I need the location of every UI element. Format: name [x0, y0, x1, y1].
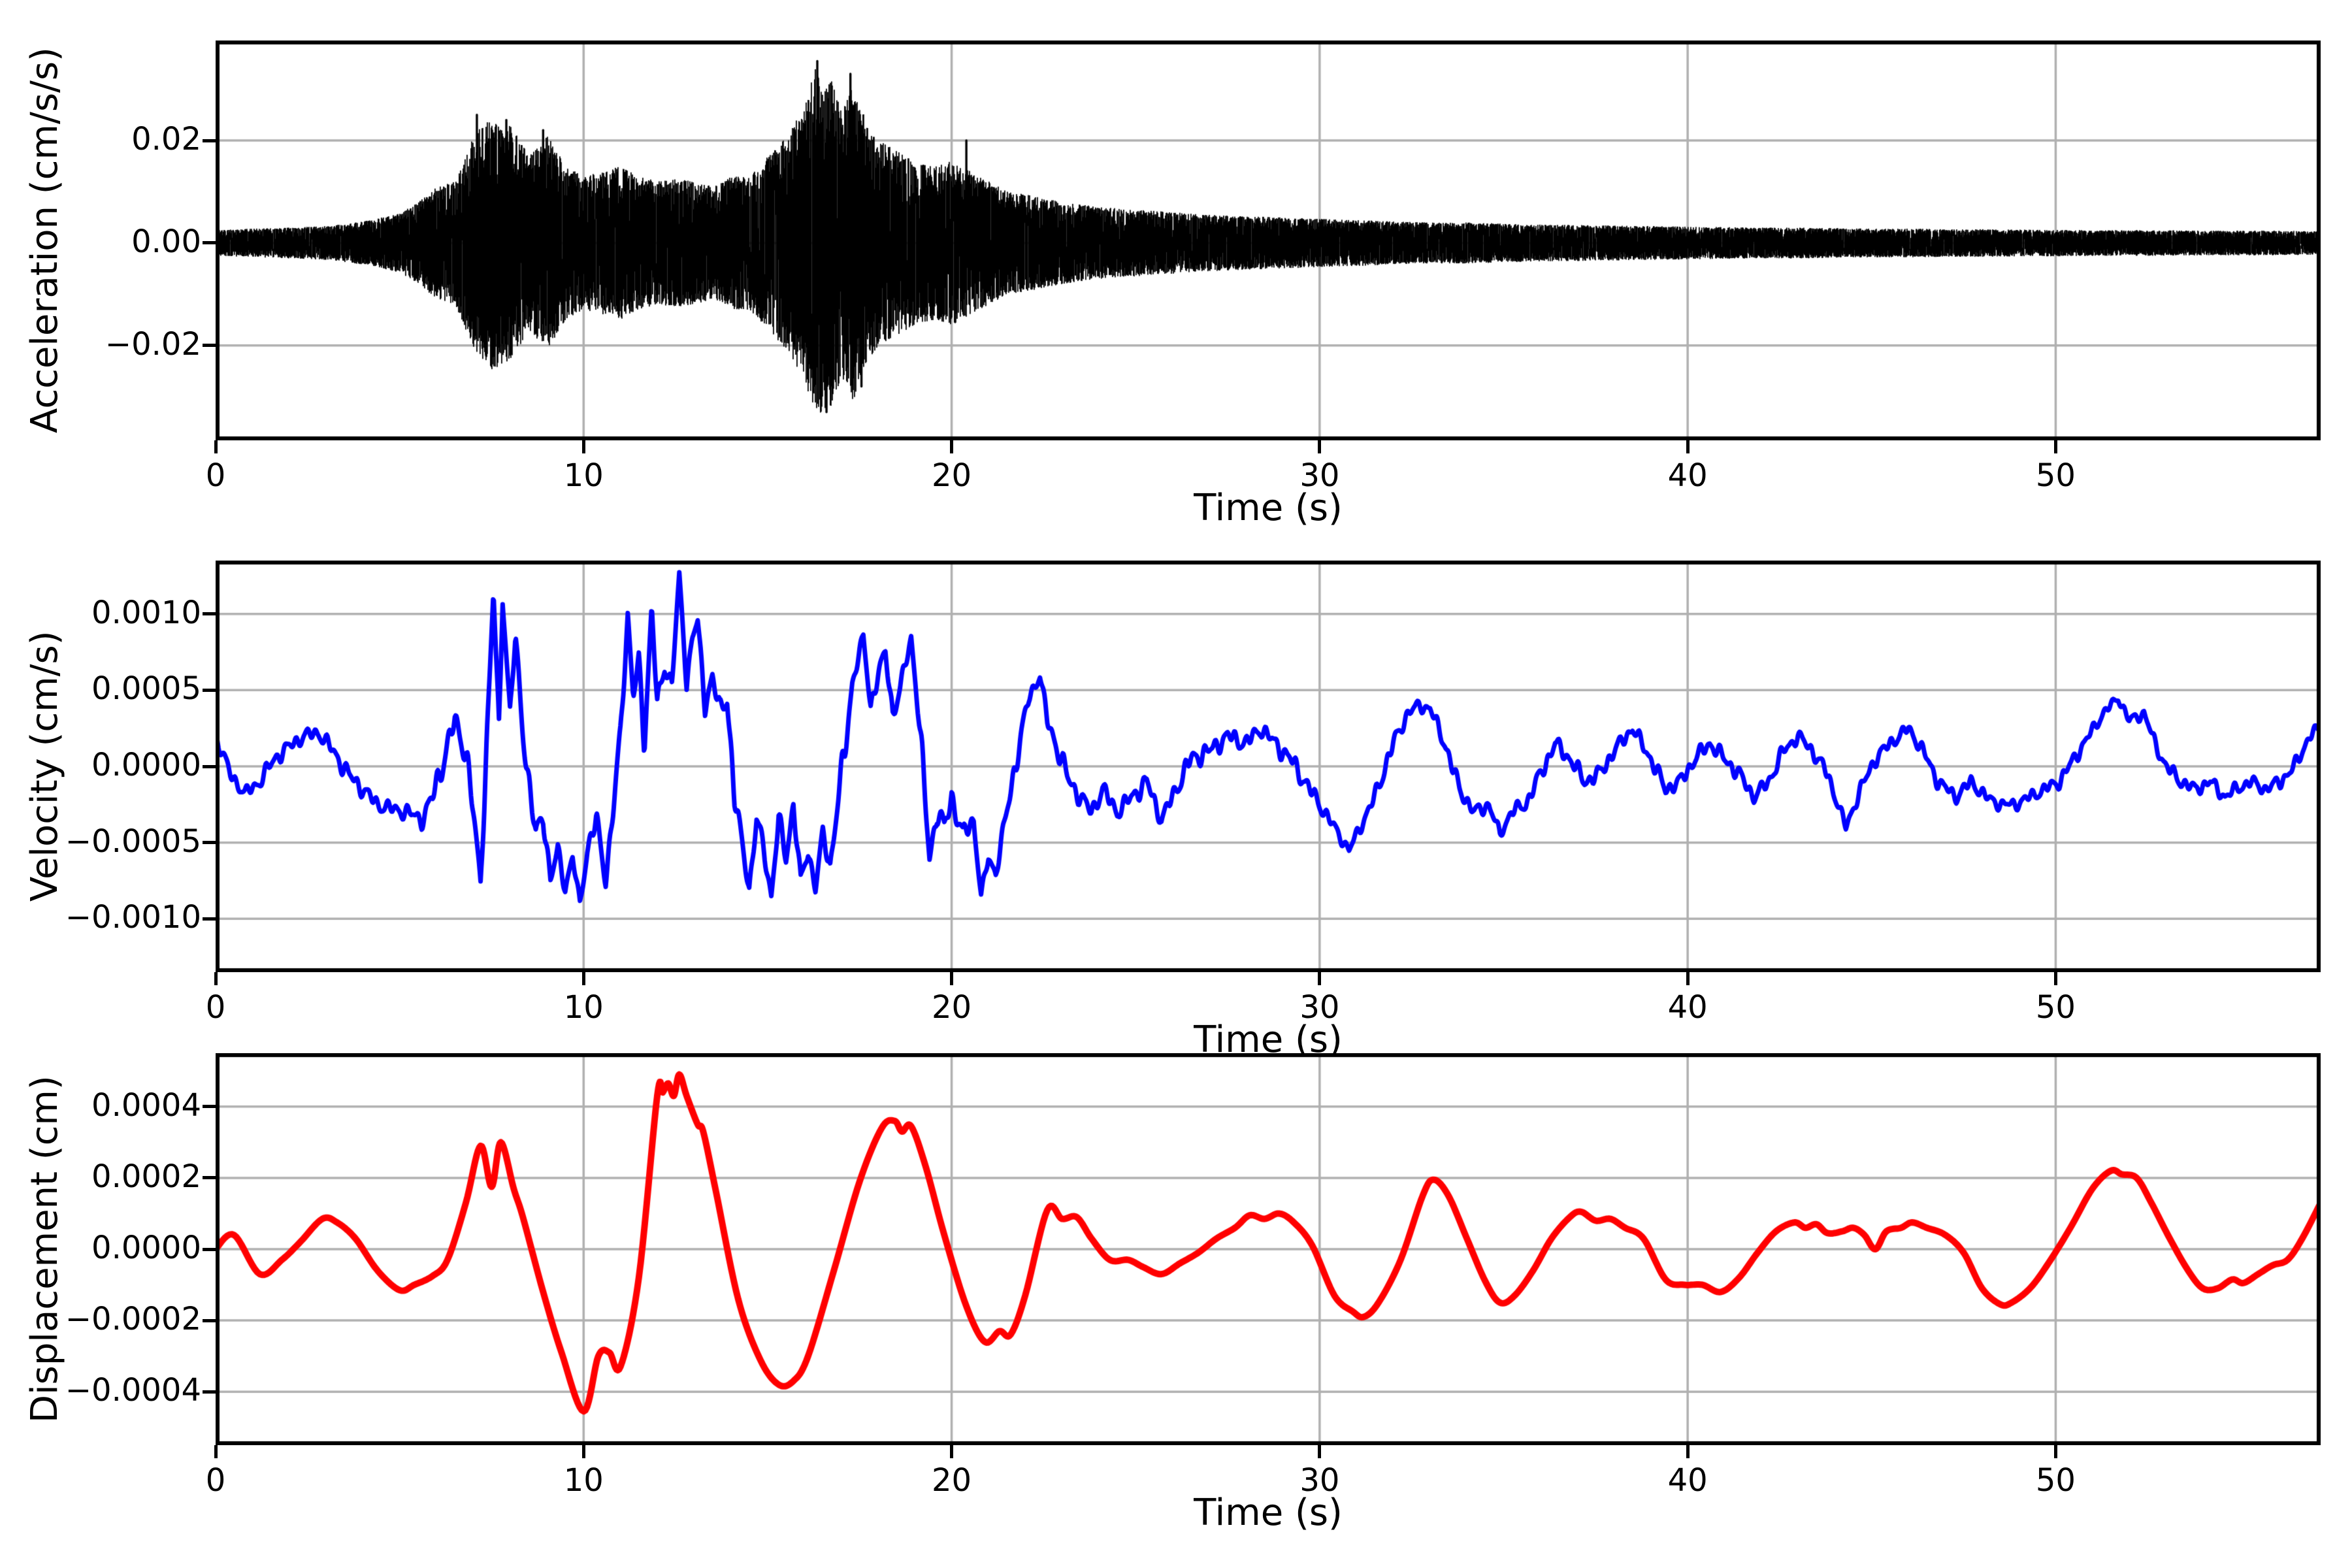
- x-tick-mark: [214, 440, 218, 453]
- x-tick-label: 20: [932, 989, 972, 1026]
- x-tick-mark: [1686, 440, 1690, 453]
- x-tick-label: 30: [1299, 1462, 1340, 1499]
- x-tick-mark: [1318, 440, 1322, 453]
- x-tick-mark: [2053, 440, 2057, 453]
- x-tick-mark: [950, 1445, 954, 1458]
- x-tick-label: 10: [563, 1462, 604, 1499]
- x-tick-label: 20: [932, 1462, 972, 1499]
- subplot-displacement: Displacement (cm) Time (s) 0 10 20 30 40 50 0.…: [24, 1053, 2321, 1531]
- y-tick-label: 0.00: [131, 223, 201, 260]
- y-tick-mark: [203, 1176, 216, 1180]
- y-tick-label: −0.0002: [65, 1301, 201, 1338]
- x-tick-mark: [581, 440, 585, 453]
- y-tick-label: 0.02: [131, 121, 201, 157]
- y-tick-label: −0.0004: [65, 1372, 201, 1409]
- y-tick-mark: [203, 241, 216, 245]
- x-tick-mark: [2053, 1445, 2057, 1458]
- x-tick-label: 50: [2035, 1462, 2076, 1499]
- x-tick-label: 0: [205, 1462, 226, 1499]
- x-tick-mark: [214, 1445, 218, 1458]
- x-tick-label: 40: [1667, 989, 1708, 1026]
- y-tick-mark: [203, 1247, 216, 1251]
- velocity-trace-canvas: [216, 561, 2321, 972]
- y-tick-mark: [203, 1105, 216, 1109]
- x-tick-label: 10: [563, 989, 604, 1026]
- x-tick-label: 50: [2035, 457, 2076, 494]
- x-tick-label: 0: [205, 989, 226, 1026]
- y-tick-mark: [203, 344, 216, 348]
- x-tick-mark: [581, 1445, 585, 1458]
- y-tick-label: 0.0000: [91, 1230, 201, 1266]
- displacement-trace-canvas: [216, 1053, 2321, 1445]
- displacement-x-axis-label: Time (s): [1194, 1492, 1343, 1534]
- subplot-acceleration: Acceleration (cm/s/s) Time (s) 0 10 20 30 40…: [24, 41, 2321, 527]
- y-tick-mark: [203, 139, 216, 142]
- y-tick-mark: [203, 688, 216, 692]
- x-tick-label: 40: [1667, 1462, 1708, 1499]
- x-tick-label: 0: [205, 457, 226, 494]
- y-tick-label: −0.0010: [65, 899, 201, 936]
- y-tick-label: 0.0004: [91, 1086, 201, 1124]
- velocity-x-axis-label: Time (s): [1194, 1019, 1343, 1061]
- acceleration-trace-canvas: [216, 41, 2321, 440]
- x-tick-mark: [950, 972, 954, 985]
- x-tick-mark: [581, 972, 585, 985]
- x-tick-label: 20: [932, 457, 972, 494]
- x-tick-mark: [2053, 972, 2057, 985]
- acceleration-x-axis-label: Time (s): [1194, 487, 1343, 529]
- y-tick-label: 0.0002: [91, 1158, 201, 1195]
- x-tick-mark: [950, 440, 954, 453]
- y-tick-mark: [203, 764, 216, 768]
- y-tick-mark: [203, 612, 216, 616]
- x-tick-label: 30: [1299, 457, 1340, 494]
- subplot-velocity: Velocity (cm/s) Time (s) 0 10 20 30 40 50 0.00…: [24, 561, 2321, 1058]
- y-tick-label: 0.0005: [91, 670, 201, 708]
- y-tick-label: −0.02: [105, 325, 201, 363]
- x-tick-mark: [1318, 972, 1322, 985]
- x-tick-label: 30: [1299, 989, 1340, 1026]
- y-tick-mark: [203, 917, 216, 921]
- y-tick-mark: [203, 1390, 216, 1394]
- y-tick-label: 0.0000: [91, 747, 201, 783]
- y-tick-mark: [203, 1318, 216, 1322]
- y-tick-mark: [203, 841, 216, 845]
- x-tick-label: 40: [1667, 457, 1708, 494]
- x-tick-mark: [1686, 1445, 1690, 1458]
- x-tick-label: 10: [563, 457, 604, 494]
- x-tick-mark: [214, 972, 218, 985]
- y-tick-label: −0.0005: [65, 823, 201, 860]
- y-tick-label: 0.0010: [91, 594, 201, 631]
- x-tick-mark: [1686, 972, 1690, 985]
- x-tick-label: 50: [2035, 989, 2076, 1026]
- x-tick-mark: [1318, 1445, 1322, 1458]
